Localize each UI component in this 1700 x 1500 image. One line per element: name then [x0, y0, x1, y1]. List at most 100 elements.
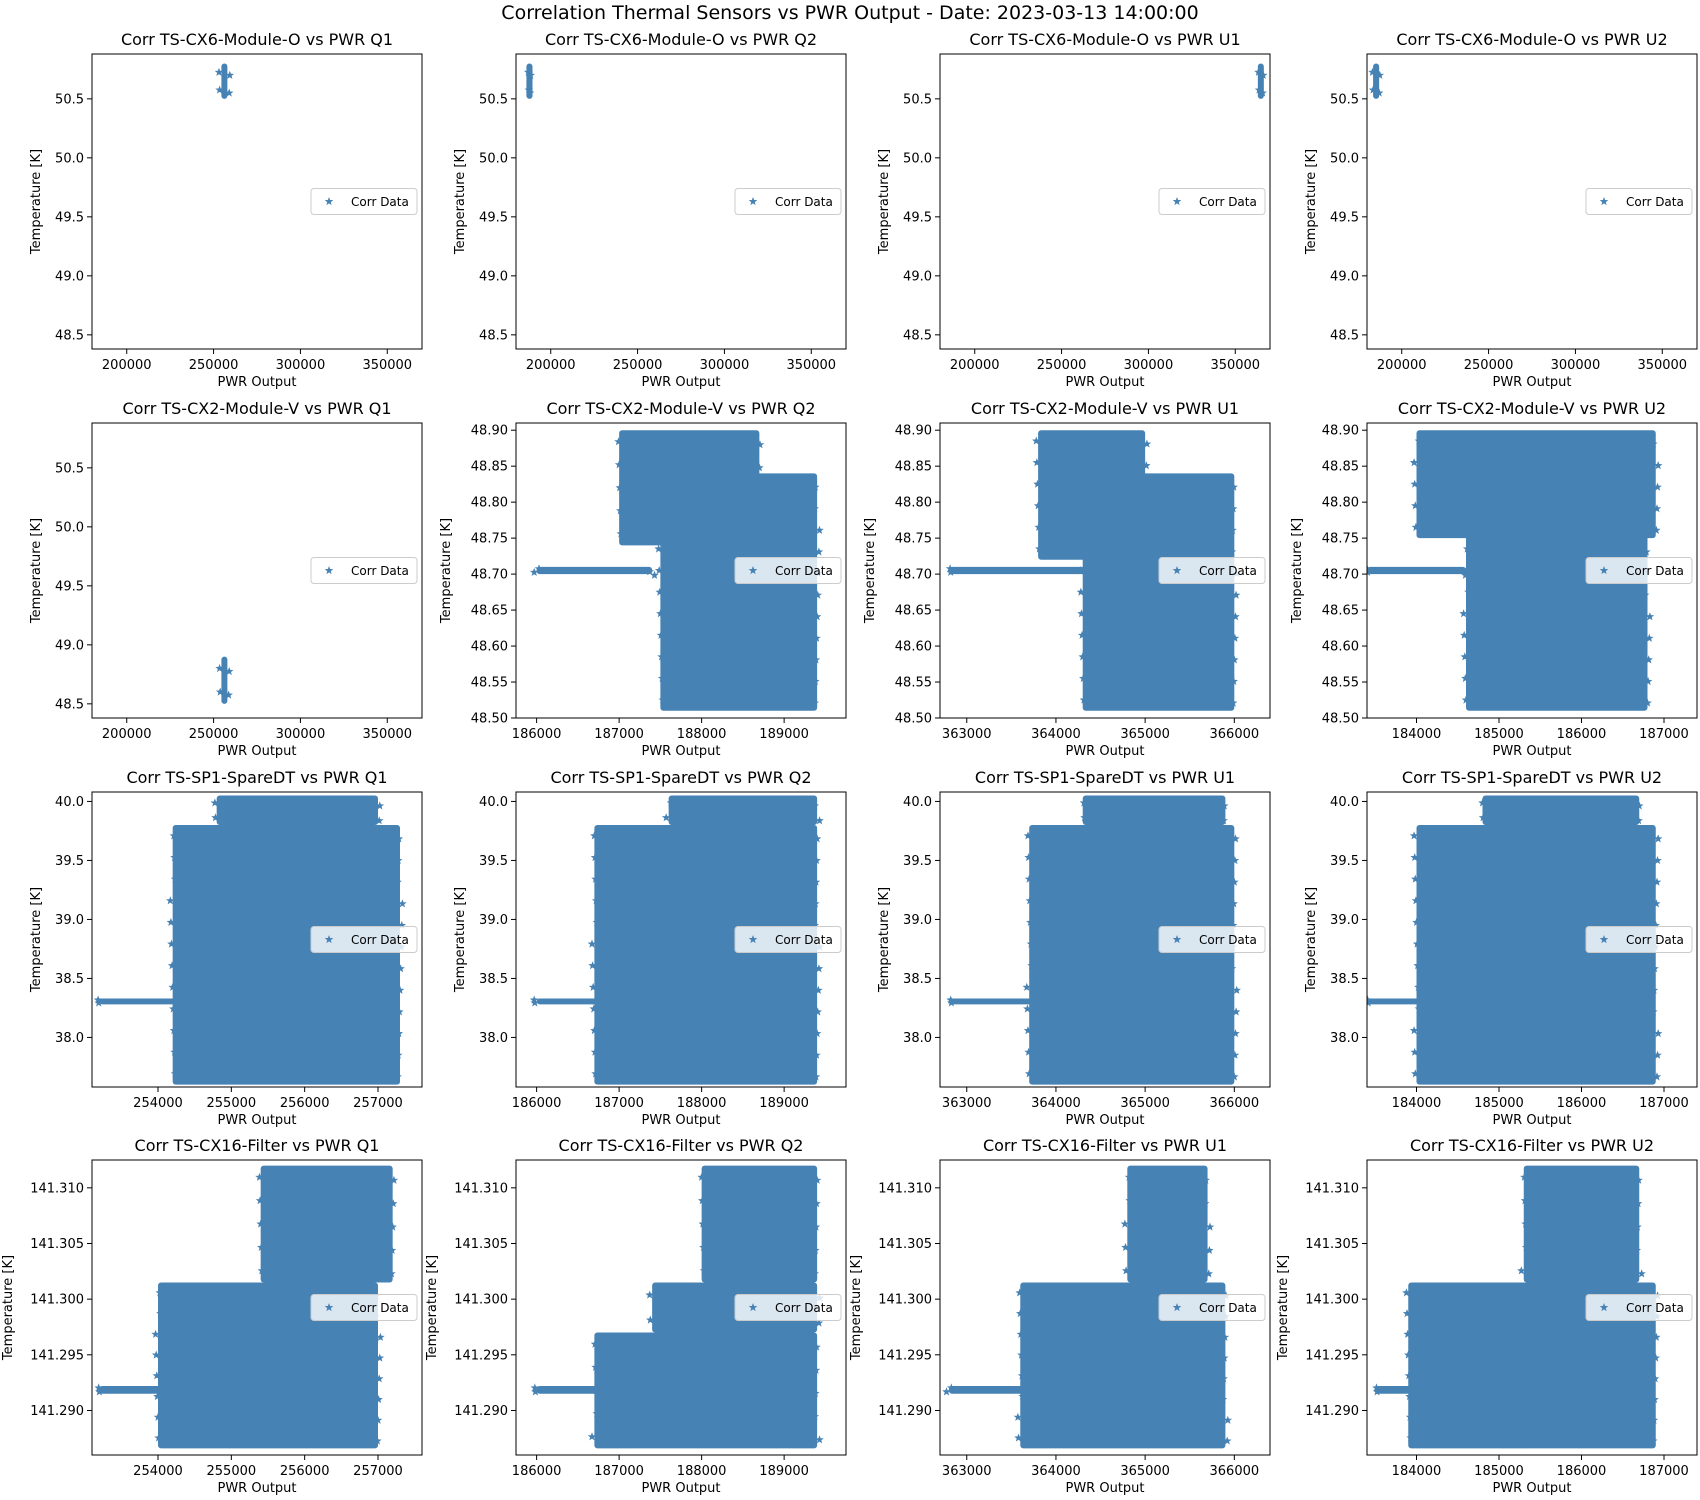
x-tick-label: 187000 — [1639, 1096, 1689, 1111]
x-tick-label: 250000 — [1037, 358, 1087, 373]
scatter-cluster-2 — [1408, 1282, 1656, 1449]
scatter-point — [1375, 70, 1384, 79]
scatter-point — [1027, 961, 1036, 970]
y-tick-label: 38.5 — [479, 972, 508, 987]
scatter-point — [1033, 479, 1042, 488]
y-tick-label: 141.290 — [878, 1404, 932, 1419]
scatter-point — [650, 570, 659, 579]
scatter-point — [1077, 630, 1087, 639]
scatter-point — [529, 567, 539, 576]
data-points — [214, 63, 235, 99]
scatter-point — [1461, 695, 1471, 704]
scatter-point — [1259, 70, 1268, 79]
scatter-point — [591, 896, 601, 905]
scatter-cluster-1 — [536, 1385, 611, 1394]
scatter-point — [1228, 920, 1238, 929]
scatter-point — [1653, 482, 1662, 491]
scatter-cluster-1 — [99, 998, 195, 1005]
scatter-cluster-2 — [1020, 1282, 1226, 1449]
y-axis-label: Temperature [K] — [1, 1255, 16, 1361]
legend: Corr Data — [1158, 1294, 1266, 1321]
y-tick-label: 38.0 — [903, 1031, 932, 1046]
x-tick-label: 185000 — [1474, 1464, 1524, 1479]
subplot-16: 184000 185000 186000 187000 141.290 141.295 14… — [1276, 1136, 1698, 1496]
scatter-point — [1200, 1199, 1210, 1208]
y-tick-label: 38.0 — [1330, 1031, 1359, 1046]
x-tick-label: 363000 — [942, 1096, 992, 1111]
y-tick-label: 48.85 — [1322, 460, 1359, 475]
scatter-point — [1653, 834, 1663, 843]
subplot-title: Corr TS-CX6-Module-O vs PWR Q1 — [121, 30, 393, 49]
scatter-point — [1231, 1029, 1240, 1038]
x-axis-label: PWR Output — [1065, 1113, 1144, 1128]
scatter-point — [1652, 1332, 1661, 1341]
scatter-point — [1024, 1069, 1034, 1078]
scatter-point — [1414, 436, 1424, 445]
scatter-point — [811, 676, 820, 686]
y-tick-label: 48.5 — [903, 328, 932, 343]
scatter-point — [616, 506, 625, 515]
scatter-point — [170, 874, 180, 883]
scatter-point — [591, 1069, 600, 1078]
scatter-point — [813, 1007, 822, 1016]
x-tick-label: 256000 — [280, 1096, 330, 1111]
y-tick-label: 48.55 — [895, 676, 932, 691]
scatter-cluster-1 — [221, 63, 228, 99]
scatter-point — [1460, 652, 1470, 661]
x-tick-label: 363000 — [942, 1464, 992, 1479]
legend: Corr Data — [734, 1294, 842, 1321]
scatter-point — [1461, 570, 1470, 579]
scatter-point — [1645, 633, 1654, 642]
y-axis-label: Temperature [K] — [29, 518, 44, 624]
scatter-point — [1017, 1371, 1027, 1380]
scatter-point — [1230, 877, 1239, 886]
data-points — [94, 1165, 399, 1449]
scatter-point — [658, 501, 668, 510]
scatter-point — [1033, 501, 1043, 510]
y-tick-label: 49.0 — [55, 638, 84, 653]
x-axis-label: PWR Output — [641, 744, 720, 759]
y-tick-label: 141.290 — [454, 1404, 508, 1419]
legend-marker — [324, 1303, 334, 1312]
scatter-point — [1411, 896, 1421, 905]
y-tick-label: 50.5 — [479, 92, 508, 107]
subplot-11: 363000 364000 365000 366000 38.0 38.5 39.0 39.5… — [877, 768, 1271, 1128]
scatter-point — [1078, 652, 1087, 661]
y-tick-label: 50.0 — [1330, 151, 1359, 166]
x-tick-label: 366000 — [1210, 1096, 1260, 1111]
axes-frame — [939, 791, 1271, 1088]
scatter-point — [1632, 1245, 1642, 1254]
scatter-point — [1254, 85, 1264, 94]
y-tick-label: 48.70 — [895, 568, 932, 583]
scatter-point — [592, 917, 602, 926]
subplot-title: Corr TS-CX6-Module-O vs PWR U1 — [969, 30, 1240, 49]
axes-frame — [91, 422, 423, 719]
data-points — [942, 1165, 1233, 1449]
y-tick-label: 49.0 — [903, 269, 932, 284]
scatter-point — [389, 1175, 399, 1184]
scatter-point — [1079, 501, 1089, 510]
scatter-point — [94, 1383, 103, 1392]
scatter-point — [1232, 985, 1241, 994]
y-tick-label: 48.50 — [1322, 712, 1359, 727]
axes-frame — [91, 53, 423, 350]
subplot-title: Corr TS-CX16-Filter vs PWR Q1 — [135, 1136, 380, 1155]
x-tick-label: 365000 — [1120, 1096, 1170, 1111]
y-tick-label: 48.50 — [471, 712, 508, 727]
legend-box — [310, 188, 418, 215]
scatter-point — [1651, 920, 1660, 929]
x-tick-label: 188000 — [677, 1464, 727, 1479]
y-axis-label: Temperature [K] — [453, 887, 468, 993]
scatter-point — [1368, 85, 1378, 94]
y-axis-label: Temperature [K] — [439, 518, 454, 624]
scatter-point — [1463, 566, 1473, 575]
scatter-point — [661, 813, 671, 822]
legend-marker — [324, 197, 334, 206]
scatter-point — [1409, 831, 1419, 840]
scatter-point — [1406, 1433, 1415, 1442]
y-tick-label: 48.80 — [1322, 496, 1359, 511]
scatter-point — [1635, 801, 1644, 810]
y-tick-label: 48.70 — [1322, 568, 1359, 583]
scatter-point — [376, 1332, 385, 1341]
legend-box — [1585, 557, 1693, 584]
